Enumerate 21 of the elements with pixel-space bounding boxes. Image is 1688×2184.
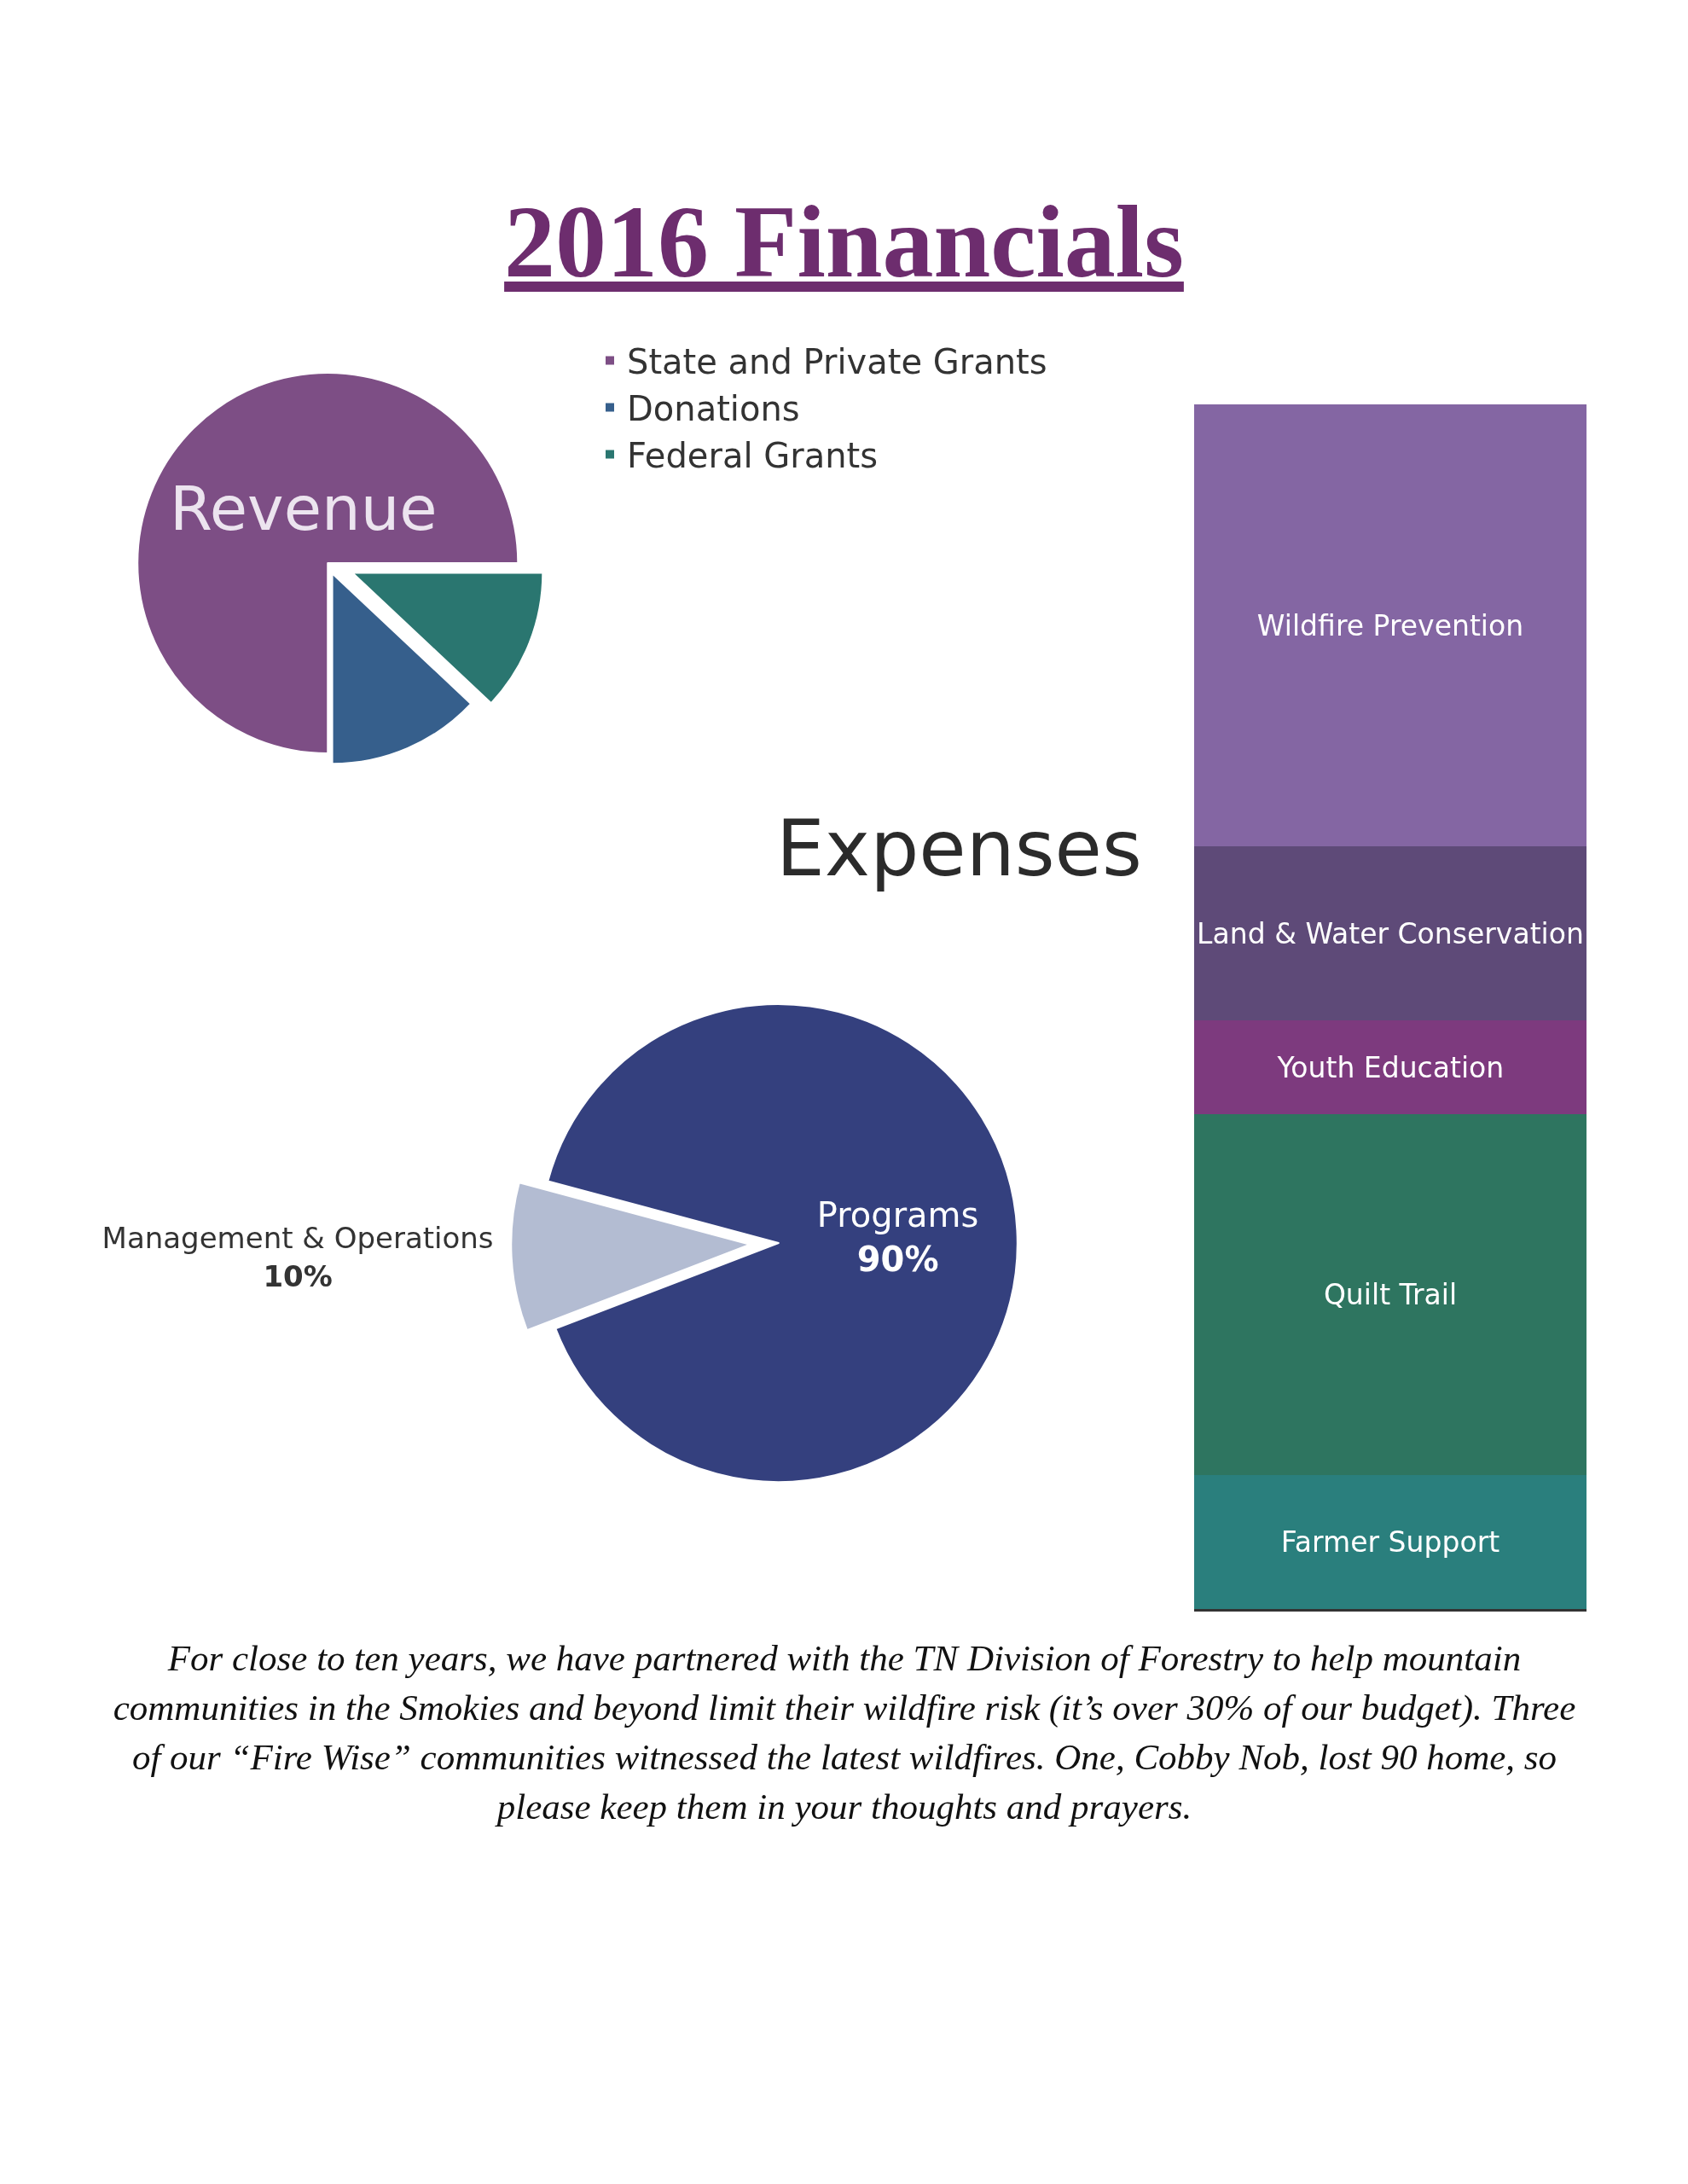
chart-title: Expenses xyxy=(776,804,1142,893)
series-label: Quilt Trail xyxy=(1323,1278,1458,1312)
bar xyxy=(1194,1020,1586,1114)
text: Revenue xyxy=(170,473,438,544)
series-label: Land & Water Conservation xyxy=(1197,916,1584,950)
legend-label: Donations xyxy=(627,389,800,429)
legend-label: Federal Grants xyxy=(627,436,879,476)
bar xyxy=(1194,404,1586,846)
data-label: 10% xyxy=(263,1258,333,1293)
data-label: 90% xyxy=(856,1239,939,1279)
bar xyxy=(1194,1114,1586,1475)
series-label: Wildfire Prevention xyxy=(1256,608,1524,642)
slice-label: Programs xyxy=(816,1194,979,1234)
text: For close to ten years, we have partnered with the TN Division of Forestry to help mountain communities in the Smokies and beyond limit their wildfire risk (it’s over 30% of our budget). Three of our “Fire Wise” communities witnessed the latest wildfires. One, Cobby Nob, lost 90 home, so please keep them in your thoughts and prayers. xyxy=(112,1637,1577,1828)
slice-label: Management & Operations xyxy=(102,1221,494,1256)
bar xyxy=(1194,1475,1586,1609)
series-label: Farmer Support xyxy=(1280,1525,1500,1560)
series-label: Youth Education xyxy=(1276,1050,1505,1084)
bar xyxy=(1194,846,1586,1020)
chart-title: 2016 Financials xyxy=(503,184,1185,300)
legend-label: State and Private Grants xyxy=(627,342,1047,382)
